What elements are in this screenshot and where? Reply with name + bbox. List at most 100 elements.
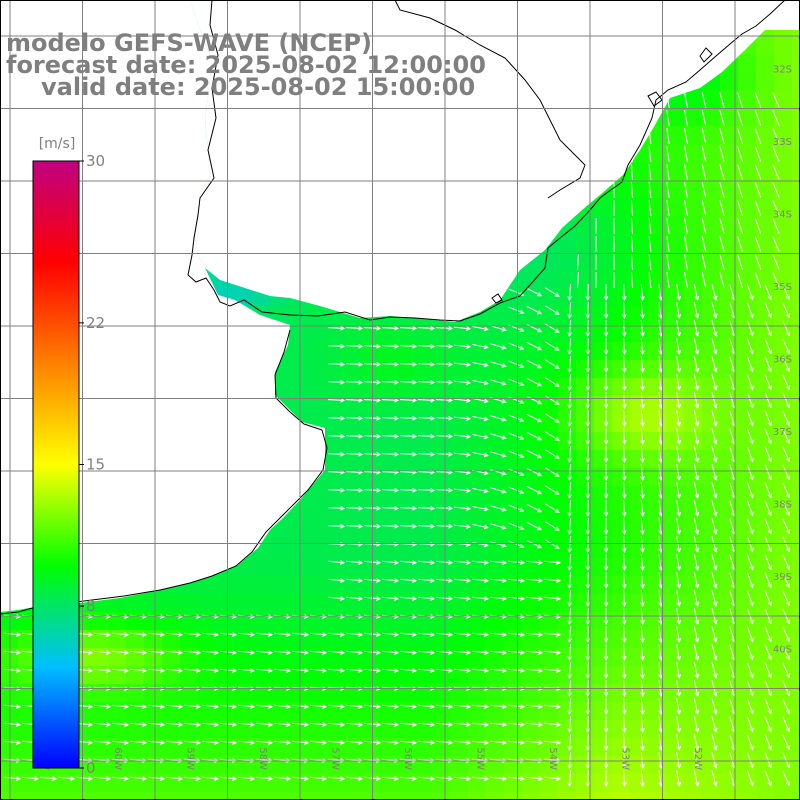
- wind-speed-cell: [594, 558, 613, 577]
- wind-arrow: [764, 644, 772, 661]
- wind-speed-cell: [792, 288, 800, 307]
- wind-arrow: [3, 776, 21, 781]
- wind-speed-cell: [702, 720, 721, 739]
- wind-arrow: [489, 560, 507, 565]
- wind-speed-cell: [756, 180, 775, 199]
- wind-arrow: [327, 415, 346, 421]
- wind-arrow: [782, 752, 791, 769]
- wind-speed-cell: [648, 270, 667, 289]
- wind-speed-cell: [612, 684, 631, 703]
- wind-speed-cell: [540, 666, 559, 685]
- wind-speed-cell: [738, 342, 757, 361]
- wind-speed-cell: [396, 666, 415, 685]
- wind-speed-cell: [198, 684, 217, 703]
- wind-speed-cell: [612, 594, 631, 613]
- wind-speed-cell: [684, 666, 703, 685]
- wind-arrow: [183, 722, 201, 727]
- wind-speed-cell: [144, 702, 163, 721]
- wind-speed-cell: [702, 360, 721, 379]
- wind-speed-cell: [594, 684, 613, 703]
- wind-arrow: [621, 409, 627, 428]
- wind-speed-cell: [774, 720, 793, 739]
- wind-speed-cell: [702, 792, 721, 800]
- wind-speed-cell: [684, 702, 703, 721]
- wind-arrow: [621, 697, 627, 716]
- wind-speed-cell: [450, 612, 469, 631]
- wind-arrow: [630, 163, 634, 181]
- wind-speed-cell: [630, 198, 649, 217]
- wind-arrow: [399, 505, 418, 511]
- wind-arrow: [711, 734, 718, 751]
- wind-speed-cell: [630, 792, 649, 800]
- wind-speed-cell: [0, 666, 19, 685]
- wind-speed-cell: [252, 792, 271, 800]
- wind-arrow: [640, 445, 645, 464]
- wind-speed-cell: [630, 648, 649, 667]
- wind-arrow: [737, 110, 743, 126]
- wind-speed-cell: [270, 612, 289, 631]
- wind-speed-cell: [414, 630, 433, 649]
- wind-speed-cell: [774, 522, 793, 541]
- wind-arrow: [508, 522, 525, 530]
- longitude-label: 58W: [257, 747, 268, 770]
- wind-speed-cell: [666, 756, 685, 775]
- wind-speed-cell: [486, 702, 505, 721]
- wind-arrow: [719, 218, 725, 234]
- wind-speed-cell: [684, 378, 703, 397]
- wind-arrow: [345, 740, 363, 745]
- wind-arrow: [746, 464, 754, 481]
- wind-speed-cell: [414, 450, 433, 469]
- wind-arrow: [719, 146, 725, 162]
- wind-speed-cell: [792, 630, 800, 649]
- wind-speed-cell: [756, 162, 775, 181]
- wind-speed-cell: [738, 504, 757, 523]
- wind-speed-cell: [630, 522, 649, 541]
- wind-speed-cell: [378, 774, 397, 793]
- wind-arrow: [640, 499, 645, 518]
- wind-speed-cell: [360, 378, 379, 397]
- wind-speed-cell: [738, 540, 757, 559]
- wind-arrow: [381, 776, 399, 781]
- wind-arrow: [526, 413, 543, 423]
- wind-arrow: [3, 722, 21, 727]
- wind-arrow: [711, 572, 718, 589]
- wind-speed-cell: [396, 468, 415, 487]
- wind-speed-cell: [702, 378, 721, 397]
- wind-arrow: [711, 374, 718, 391]
- wind-speed-cell: [576, 666, 595, 685]
- wind-speed-cell: [306, 486, 325, 505]
- wind-arrow: [309, 650, 327, 655]
- wind-speed-cell: [414, 792, 433, 800]
- wind-arrow: [585, 733, 591, 752]
- wind-arrow: [746, 698, 754, 715]
- wind-arrow: [640, 625, 645, 644]
- wind-arrow: [381, 560, 399, 565]
- wind-arrow: [543, 740, 561, 745]
- wind-speed-cell: [630, 306, 649, 325]
- wind-speed-cell: [594, 378, 613, 397]
- wind-speed-cell: [576, 234, 595, 253]
- wind-arrow: [309, 704, 327, 709]
- wind-arrow: [684, 164, 688, 180]
- wind-speed-cell: [720, 324, 739, 343]
- wind-arrow: [544, 467, 560, 477]
- wind-arrow: [666, 254, 670, 270]
- wind-arrow: [711, 302, 718, 319]
- wind-speed-cell: [450, 450, 469, 469]
- wind-speed-cell: [414, 504, 433, 523]
- wind-speed-cell: [702, 216, 721, 235]
- wind-arrow: [666, 110, 670, 126]
- wind-speed-cell: [756, 378, 775, 397]
- wind-arrow: [345, 560, 363, 565]
- wind-arrow: [648, 181, 652, 199]
- wind-speed-cell: [792, 90, 800, 109]
- wind-speed-cell: [792, 612, 800, 631]
- wind-speed-cell: [126, 738, 145, 757]
- wind-arrow: [711, 518, 718, 535]
- wind-speed-cell: [558, 576, 577, 595]
- wind-speed-cell: [792, 108, 800, 127]
- wind-arrow: [327, 343, 346, 349]
- wind-speed-cell: [792, 594, 800, 613]
- wind-arrow: [782, 464, 791, 481]
